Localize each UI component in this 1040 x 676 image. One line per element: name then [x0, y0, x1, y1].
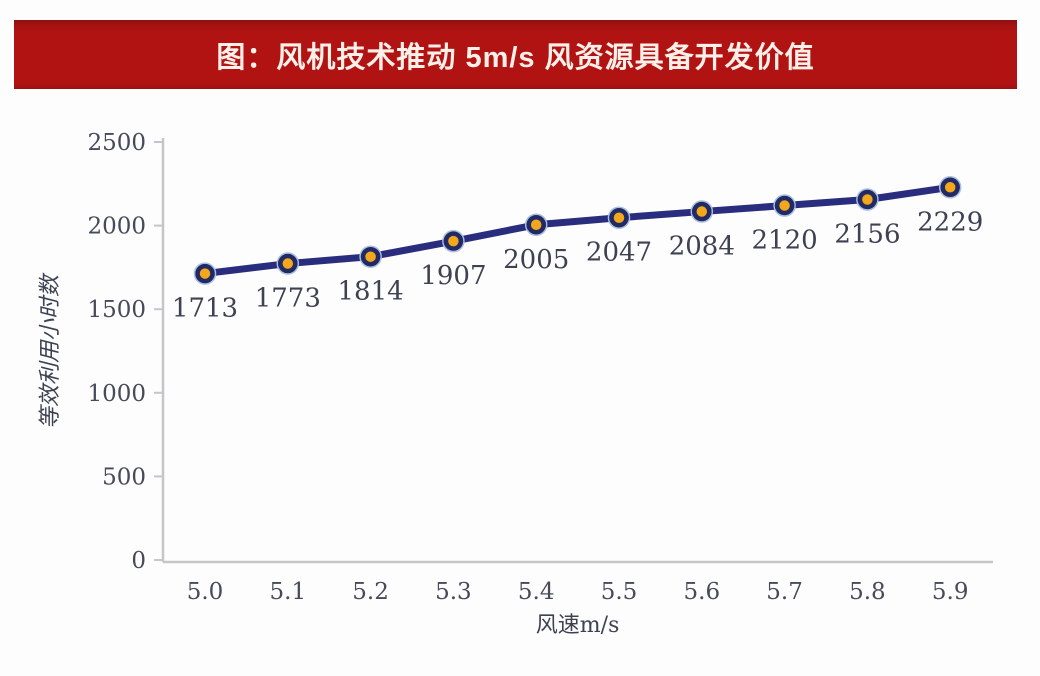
series-line — [201, 183, 954, 278]
y-axis-tick-label: 1500 — [87, 297, 146, 323]
data-point-halo — [938, 176, 962, 199]
data-point-marker — [940, 177, 960, 198]
x-axis-tick-label: 5.1 — [270, 579, 307, 605]
x-axis-tick-label: 5.8 — [849, 579, 886, 605]
data-point-label: 2156 — [834, 220, 900, 250]
data-point-marker — [609, 207, 629, 228]
data-point-halo — [607, 206, 631, 229]
data-point-label: 2047 — [586, 238, 652, 268]
data-point-halo — [193, 262, 217, 285]
x-axis-tick-label: 5.4 — [518, 579, 555, 605]
data-point-label: 2005 — [503, 245, 569, 275]
x-axis-tick-label: 5.2 — [352, 579, 389, 605]
data-point-marker — [774, 195, 795, 216]
data-point-halo — [773, 194, 796, 217]
data-point-label: 1907 — [420, 261, 486, 291]
y-axis-tick-label: 2000 — [87, 214, 146, 240]
data-point-label: 1773 — [255, 284, 321, 314]
chart-title-banner: 图：风机技术推动 5m/s 风资源具备开发价值 — [14, 20, 1017, 89]
data-point-label: 1814 — [338, 277, 404, 307]
x-axis-tick-label: 5.6 — [684, 579, 721, 605]
data-point-marker — [360, 246, 381, 267]
y-axis-tick-label: 1000 — [87, 381, 146, 407]
data-point-halo — [524, 213, 548, 237]
data-point-halo — [856, 188, 879, 211]
data-point-label: 2229 — [917, 207, 983, 237]
x-axis-tick-label: 5.3 — [435, 579, 472, 605]
x-axis-tick-label: 5.0 — [187, 579, 224, 605]
data-point-marker — [526, 215, 546, 235]
y-axis-title: 等效利用小时数 — [38, 272, 63, 429]
y-axis-tick-label: 0 — [131, 548, 146, 574]
data-point-halo — [276, 252, 300, 275]
y-axis-tick-label: 2500 — [87, 130, 146, 156]
data-point-marker — [278, 253, 298, 274]
chart-title: 图：风机技术推动 5m/s 风资源具备开发价值 — [216, 41, 815, 74]
x-axis-tick-label: 5.7 — [766, 579, 803, 605]
data-point-halo — [359, 245, 382, 268]
data-point-label: 2084 — [669, 232, 735, 262]
y-axis-tick-label: 500 — [102, 464, 146, 490]
data-point-halo — [690, 200, 714, 223]
data-point-label: 2120 — [752, 226, 818, 256]
data-point-label: 1713 — [172, 294, 238, 324]
data-point-marker — [857, 189, 878, 210]
data-point-marker — [692, 201, 712, 222]
data-point-marker — [195, 263, 215, 284]
x-axis-tick-label: 5.5 — [601, 579, 638, 605]
x-axis-tick-label: 5.9 — [932, 579, 969, 605]
data-point-marker — [443, 231, 464, 251]
x-axis-title: 风速m/s — [536, 613, 620, 638]
data-point-halo — [442, 229, 465, 253]
